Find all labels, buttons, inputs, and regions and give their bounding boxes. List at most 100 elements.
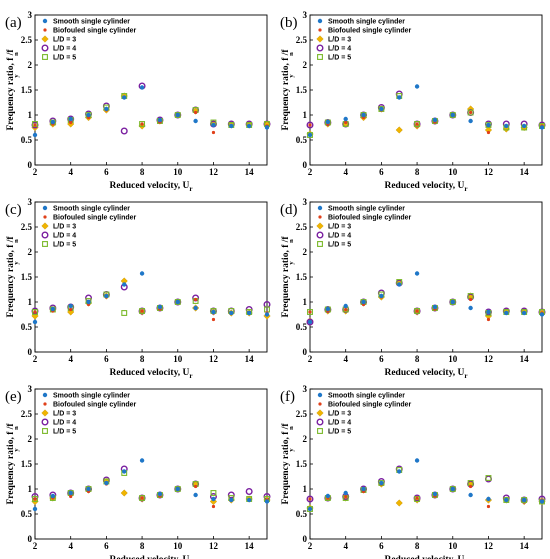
data-point xyxy=(175,486,180,492)
legend-marker xyxy=(41,35,49,43)
data-point xyxy=(86,486,91,492)
data-point xyxy=(486,122,491,128)
data-point xyxy=(104,106,109,112)
data-point xyxy=(307,132,313,138)
series-biofouled xyxy=(33,282,269,322)
y-axis-label: Frequency ratio, f /f xyxy=(281,236,291,318)
data-point xyxy=(432,117,438,123)
series-smooth xyxy=(32,458,270,512)
y-tick-label: 0 xyxy=(303,160,308,170)
y-axis-label-subscript-n: n xyxy=(288,426,295,430)
data-point xyxy=(504,310,509,316)
data-point xyxy=(210,490,217,496)
x-axis-label-main: Reduced velocity, U xyxy=(384,181,464,191)
data-point xyxy=(486,496,491,502)
y-tick-label: 3 xyxy=(303,197,308,207)
data-point xyxy=(193,305,198,311)
data-point xyxy=(343,303,348,309)
x-tick-label: 14 xyxy=(520,541,530,551)
data-point xyxy=(469,297,473,302)
y-axis-label-subscript-n: n xyxy=(288,239,295,243)
legend-entry: L/D = 5 xyxy=(328,55,351,62)
legend: Smooth single cylinder Biofouled single c… xyxy=(41,393,137,436)
x-axis-label: Reduced velocity, Ur xyxy=(109,181,192,193)
x-axis-label: Reduced velocity, Ur xyxy=(384,181,467,193)
data-point xyxy=(120,489,128,497)
legend-marker xyxy=(318,402,322,406)
data-point xyxy=(139,121,146,127)
data-point xyxy=(68,116,73,122)
data-point xyxy=(539,312,545,317)
panel-label: (f) xyxy=(280,389,295,405)
data-point xyxy=(486,309,491,315)
y-tick-label: 0 xyxy=(303,534,308,544)
data-point xyxy=(504,123,509,129)
x-axis-label: Reduced velocity, Ur xyxy=(384,555,467,559)
panel-d: (d) 2 4 6 8 10 12 14 0 0.5 1 1.5 2 2.5 3 Reduced veloci… xyxy=(280,197,546,380)
legend-entry: L/D = 3 xyxy=(53,411,76,418)
series-ld3 xyxy=(31,477,271,506)
legend: Smooth single cylinder Biofouled single c… xyxy=(316,19,412,62)
legend-marker xyxy=(43,402,47,406)
y-tick-label: 2 xyxy=(303,247,308,257)
x-tick-label: 14 xyxy=(520,354,530,364)
legend-entry: L/D = 5 xyxy=(53,429,76,436)
x-tick-label: 12 xyxy=(484,167,494,177)
x-tick-label: 2 xyxy=(33,354,38,364)
y-axis-label-subscript-n: n xyxy=(13,426,20,430)
x-tick-label: 6 xyxy=(379,167,384,177)
legend-entry: L/D = 3 xyxy=(328,37,351,44)
data-point xyxy=(194,297,198,302)
data-point xyxy=(122,469,127,474)
data-point xyxy=(69,494,73,499)
data-point xyxy=(229,123,234,129)
data-point xyxy=(194,110,198,115)
y-axis-label-main: Frequency ratio, f /f xyxy=(281,49,291,131)
data-point xyxy=(503,497,510,503)
data-point xyxy=(121,310,128,316)
series-smooth xyxy=(307,458,545,512)
data-point xyxy=(174,486,181,492)
y-tick-label: 2.5 xyxy=(21,409,33,419)
data-point xyxy=(307,309,313,315)
legend-entry: L/D = 5 xyxy=(53,55,76,62)
panel-label: (d) xyxy=(280,202,298,218)
legend-entry: Smooth single cylinder xyxy=(53,206,130,213)
data-point xyxy=(68,490,73,496)
data-point xyxy=(344,307,348,312)
data-point xyxy=(246,310,252,316)
legend-entry: L/D = 4 xyxy=(328,233,351,240)
y-tick-label: 2.5 xyxy=(296,35,308,45)
data-point xyxy=(307,506,313,512)
data-point xyxy=(140,309,144,313)
x-tick-label: 10 xyxy=(173,354,183,364)
y-tick-label: 2.5 xyxy=(21,35,33,45)
legend-entry: L/D = 5 xyxy=(328,242,351,249)
series-ld4 xyxy=(306,279,546,326)
data-point xyxy=(32,506,38,512)
data-point xyxy=(414,458,420,463)
y-axis-label-subscript-y: y xyxy=(288,74,295,78)
legend-entry: L/D = 4 xyxy=(53,420,76,427)
y-axis-label-subscript-n: n xyxy=(288,52,295,56)
data-point xyxy=(539,499,545,504)
y-axis-label-subscript-y: y xyxy=(13,74,20,78)
y-tick-label: 2.5 xyxy=(21,222,33,232)
data-point xyxy=(120,127,128,135)
y-tick-label: 2 xyxy=(303,60,308,70)
y-tick-label: 1 xyxy=(303,484,308,494)
y-tick-label: 2.5 xyxy=(296,409,308,419)
x-tick-label: 12 xyxy=(209,354,219,364)
x-axis-label-main: Reduced velocity, U xyxy=(109,555,189,559)
data-point xyxy=(140,122,144,126)
data-point xyxy=(344,120,348,125)
data-point xyxy=(104,293,109,299)
y-tick-label: 3 xyxy=(28,10,33,20)
legend-entry: Smooth single cylinder xyxy=(328,206,405,213)
data-point xyxy=(32,309,38,315)
y-tick-label: 0 xyxy=(28,347,33,357)
data-point xyxy=(157,117,163,123)
data-point xyxy=(86,299,91,305)
legend-marker xyxy=(42,18,48,24)
legend-entry: Biofouled single cylinder xyxy=(328,215,412,222)
